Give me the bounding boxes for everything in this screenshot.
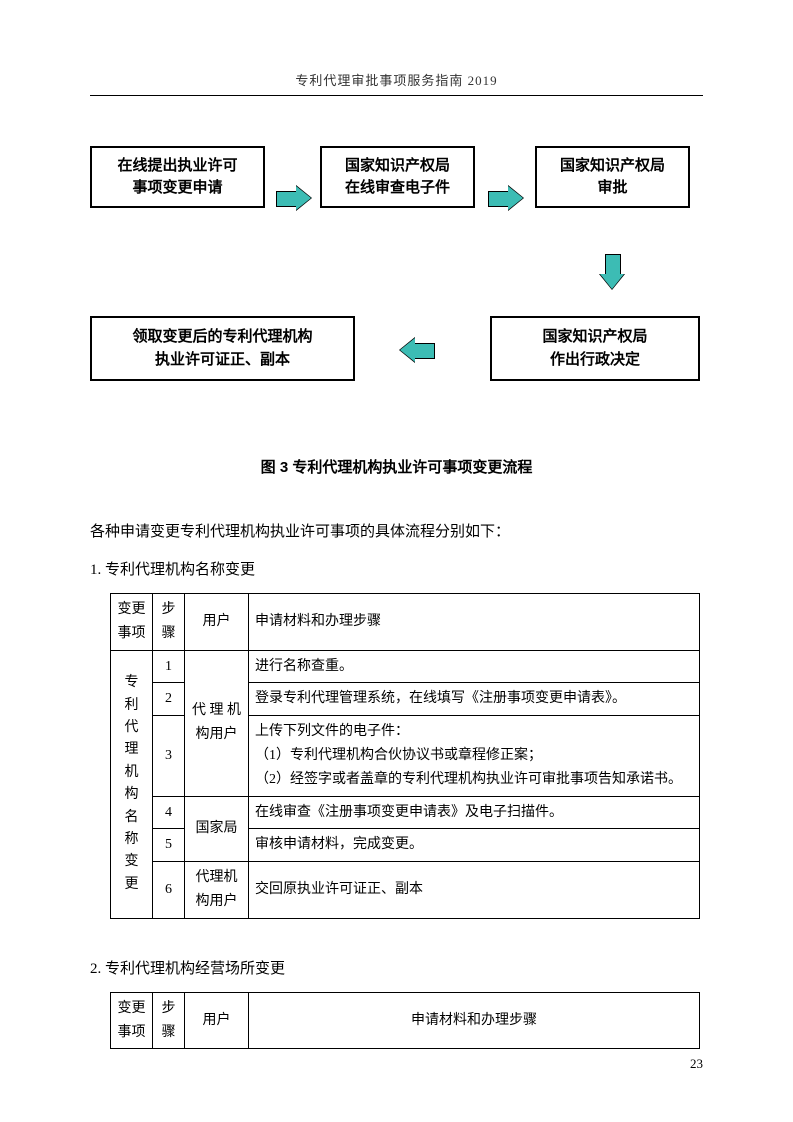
- flow-node-4-line2: 作出行政决定: [550, 351, 640, 368]
- flow-node-2-line1: 国家知识产权局: [345, 157, 450, 174]
- content-cell: 审核申请材料，完成变更。: [249, 829, 700, 862]
- flow-node-3-line1: 国家知识产权局: [560, 157, 665, 174]
- item-label: 专利代理机构名称变更: [111, 650, 153, 918]
- user-cell: 代理机构用户: [185, 862, 249, 919]
- col-header-step: 步骤: [153, 992, 185, 1049]
- flow-node-5-line1: 领取变更后的专利代理机构: [132, 328, 312, 345]
- table-row: 6 代理机构用户 交回原执业许可证正、副本: [111, 862, 700, 919]
- step-cell: 2: [153, 683, 185, 716]
- table-row: 专利代理机构名称变更 1 代 理 机构用户 进行名称查重。: [111, 650, 700, 683]
- user-cell: 国家局: [185, 796, 249, 862]
- step-cell: 6: [153, 862, 185, 919]
- section1-title: 1. 专利代理机构名称变更: [90, 555, 703, 585]
- col-header-step: 步骤: [153, 594, 185, 651]
- col-header-user: 用户: [185, 992, 249, 1049]
- flow-node-2: 国家知识产权局 在线审查电子件: [320, 146, 475, 208]
- flow-node-4-line1: 国家知识产权局: [542, 328, 647, 345]
- flow-node-3-line2: 审批: [597, 179, 627, 196]
- flow-node-3: 国家知识产权局 审批: [535, 146, 690, 208]
- arrow-3-icon: [600, 254, 624, 289]
- flow-node-1: 在线提出执业许可 事项变更申请: [90, 146, 265, 208]
- arrow-2-icon: [488, 186, 523, 210]
- table-row: 变更事项 步骤 用户 申请材料和办理步骤: [111, 594, 700, 651]
- content-cell: 进行名称查重。: [249, 650, 700, 683]
- table-section1: 变更事项 步骤 用户 申请材料和办理步骤 专利代理机构名称变更 1 代 理 机构…: [110, 593, 700, 919]
- step-cell: 4: [153, 796, 185, 829]
- col-header-item: 变更事项: [111, 992, 153, 1049]
- col-header-user: 用户: [185, 594, 249, 651]
- user-cell: 代 理 机构用户: [185, 650, 249, 796]
- col-header-item: 变更事项: [111, 594, 153, 651]
- table-row: 4 国家局 在线审查《注册事项变更申请表》及电子扫描件。: [111, 796, 700, 829]
- flowchart-caption: 图 3 专利代理机构执业许可事项变更流程: [90, 456, 703, 477]
- flow-node-1-line1: 在线提出执业许可: [117, 157, 237, 174]
- arrow-1-icon: [276, 186, 311, 210]
- flow-node-5-line2: 执业许可证正、副本: [155, 351, 290, 368]
- flowchart: 在线提出执业许可 事项变更申请 国家知识产权局 在线审查电子件 国家知识产权局 …: [90, 146, 703, 446]
- flow-node-4: 国家知识产权局 作出行政决定: [490, 316, 700, 381]
- col-header-content: 申请材料和办理步骤: [249, 594, 700, 651]
- step-cell: 5: [153, 829, 185, 862]
- flow-node-2-line2: 在线审查电子件: [345, 179, 450, 196]
- flow-node-1-line2: 事项变更申请: [132, 179, 222, 196]
- content-cell: 在线审查《注册事项变更申请表》及电子扫描件。: [249, 796, 700, 829]
- step-cell: 3: [153, 716, 185, 796]
- table-section2: 变更事项 步骤 用户 申请材料和办理步骤: [110, 992, 700, 1050]
- intro-text: 各种申请变更专利代理机构执业许可事项的具体流程分别如下：: [90, 517, 703, 547]
- page-header: 专利代理审批事项服务指南 2019: [90, 70, 703, 96]
- page-number: 23: [690, 1056, 703, 1072]
- arrow-4-icon: [400, 338, 435, 362]
- table-row: 变更事项 步骤 用户 申请材料和办理步骤: [111, 992, 700, 1049]
- content-cell: 上传下列文件的电子件：（1）专利代理机构合伙协议书或章程修正案；（2）经签字或者…: [249, 716, 700, 796]
- col-header-content: 申请材料和办理步骤: [249, 992, 700, 1049]
- flow-node-5: 领取变更后的专利代理机构 执业许可证正、副本: [90, 316, 355, 381]
- content-cell: 登录专利代理管理系统，在线填写《注册事项变更申请表》。: [249, 683, 700, 716]
- content-cell: 交回原执业许可证正、副本: [249, 862, 700, 919]
- section2-title: 2. 专利代理机构经营场所变更: [90, 954, 703, 984]
- step-cell: 1: [153, 650, 185, 683]
